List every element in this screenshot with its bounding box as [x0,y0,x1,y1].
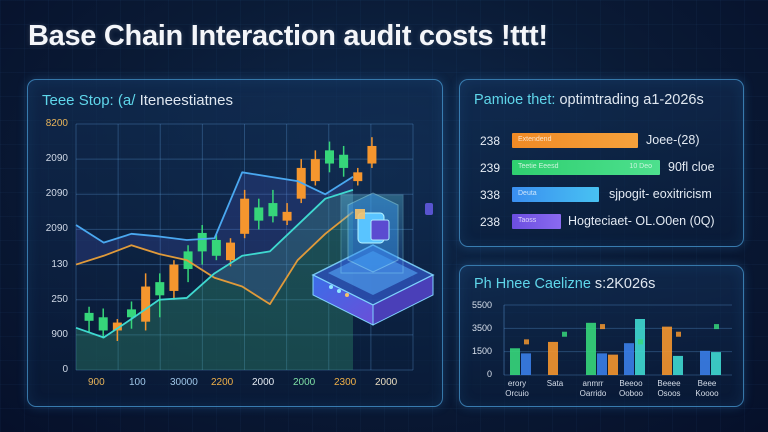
column-panel-title-rest: s:2K026s [590,276,656,292]
horizontal-bar-panel: Pamioe thet: optimtrading a1-2026s 238 E… [459,79,744,247]
bar-category-label: Joee-(28) [646,133,700,147]
main-x-tick: 2200 [211,377,234,388]
bar-row-value: 239 [480,161,501,175]
bar-row: 239 Teetie Eeesd 10 Deo 90fl cloe [460,160,743,176]
column-chart-panel: Ph Hnee Caelizne s:2K026s 5500 3500 1500… [459,265,744,407]
column-x-label: erory Orcuio [505,379,529,398]
column-x-label: Sata [546,379,564,388]
main-x-tick: 100 [129,377,146,388]
main-chart-title-accent: Teee Stop: (a/ [42,92,136,109]
main-x-tick: 30000 [170,377,198,388]
bar-row: 338 Deuta sjpogit- eoxitricism [460,187,743,203]
bar-purple: Taoss [512,214,561,229]
main-x-tick: 2000 [252,377,275,388]
main-y-tick: 900 [51,328,68,340]
main-chart-title-rest: Iteneestiatnes [135,92,233,109]
bar-panel-title: Pamioe thet: optimtrading a1-2026s [474,92,704,108]
main-chart-title: Teee Stop: (a/ Iteneestiatnes [42,92,233,109]
bar-inner-right-label: 10 Deo [629,163,652,170]
main-y-tick: 2090 [45,223,68,235]
bar-inner-label: Deuta [518,190,537,197]
bar-row: 238 Taoss Hogteciaet- OL.O0en (0Q) [460,214,743,230]
bar-category-label: 90fl cloe [668,160,715,174]
column-x-label: Beeoo Ooboo [618,379,644,398]
column-y-tick: 5500 [471,300,492,310]
column-panel-title-accent: Ph Hnee Caelizne [474,276,591,292]
bar-orange: Extendend [512,133,638,148]
main-y-tick: 2090 [45,153,68,165]
main-y-tick: 2090 [45,188,68,200]
column-y-tick: 3500 [471,323,492,333]
main-y-tick: 0 [62,364,68,375]
bar-blue: Deuta [512,187,599,202]
column-y-tick: 1500 [471,346,492,356]
main-chart-panel: Teee Stop: (a/ Iteneestiatnes 8200 2090 20… [27,79,443,407]
bar-row: 238 Extendend Joee-(28) [460,133,743,149]
main-x-tick: 900 [88,377,105,388]
blockchain-device-illustration [311,192,435,326]
page-title: Base Chain Interaction audit costs !ttt! [28,20,548,52]
column-x-label: Beee Koooo [695,379,719,398]
main-x-tick: 2000 [375,377,398,388]
main-x-tick: 2000 [293,377,316,388]
main-x-tick: 2300 [334,377,357,388]
column-x-label: Beeee Osoos [657,379,681,398]
main-y-tick: 130 [51,258,68,270]
bar-green: Teetie Eeesd 10 Deo [512,160,660,175]
column-y-tick: 0 [486,369,492,379]
bar-row-value: 238 [480,215,501,229]
bar-category-label: sjpogit- eoxitricism [609,187,712,201]
main-chart-plot [75,123,414,371]
main-y-tick: 8200 [45,118,68,129]
bar-panel-title-rest: optimtrading a1-2026s [555,92,704,108]
bar-inner-label: Taoss [518,217,537,224]
bar-row-value: 238 [480,134,501,148]
column-panel-title: Ph Hnee Caelizne s:2K026s [474,276,655,292]
bar-panel-title-accent: Pamioe thet: [474,92,556,108]
bar-inner-label: Extendend [518,136,552,143]
column-x-label: anmrr Oarrido [579,379,607,398]
bar-category-label: Hogteciaet- OL.O0en (0Q) [568,214,715,228]
main-y-tick: 250 [51,293,68,305]
bar-inner-label: Teetie Eeesd [518,163,559,170]
column-chart-plot [503,304,732,376]
bar-row-value: 338 [480,188,501,202]
